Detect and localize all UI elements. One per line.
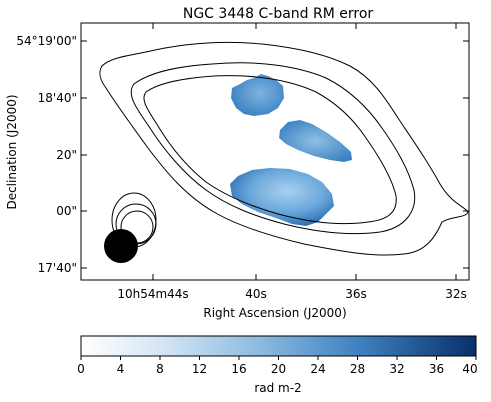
beam-ellipse	[104, 229, 138, 263]
y-tick-label: 18'40"	[38, 91, 77, 105]
colorbar-tick-label: 12	[192, 362, 207, 376]
colorbar-tick-label: 28	[350, 362, 365, 376]
colorbar	[80, 335, 477, 357]
colorbar-tick-label: 36	[429, 362, 444, 376]
plot-frame	[80, 22, 470, 281]
colorbar-title: rad m-2	[254, 381, 301, 395]
chart-title: NGC 3448 C-band RM error	[183, 6, 374, 22]
y-tick-label: 17'40"	[38, 261, 77, 275]
x-tick-label: 32s	[445, 287, 467, 301]
x-tick-label: 36s	[345, 287, 367, 301]
rm-region-north	[231, 74, 284, 116]
contour-inner	[143, 75, 397, 225]
x-axis-title: Right Ascension (J2000)	[203, 306, 346, 320]
colorbar-tick-label: 0	[77, 362, 85, 376]
y-axis	[81, 40, 469, 269]
x-tick-label: 10h54m44s	[117, 287, 188, 301]
rm-region-south	[230, 168, 334, 226]
colorbar-tick-label: 40	[462, 362, 477, 376]
colorbar-tick-label: 20	[271, 362, 286, 376]
x-tick-label: 40s	[245, 287, 267, 301]
y-axis-title: Declination (J2000)	[5, 94, 19, 209]
y-tick-label: 54°19'00"	[16, 34, 77, 48]
colorbar-tick-label: 24	[310, 362, 325, 376]
x-axis	[152, 23, 457, 280]
colorbar-ticks	[80, 356, 477, 360]
colorbar-tick-label: 32	[389, 362, 404, 376]
contour-outer	[99, 41, 469, 256]
y-tick-label: 20"	[56, 148, 77, 162]
colorbar-tick-label: 16	[231, 362, 246, 376]
colorbar-tick-label: 4	[117, 362, 125, 376]
y-tick-label: 00"	[56, 204, 77, 218]
contour-middle	[130, 62, 416, 235]
rm-region-middle	[279, 120, 352, 162]
colorbar-tick-label: 8	[156, 362, 164, 376]
